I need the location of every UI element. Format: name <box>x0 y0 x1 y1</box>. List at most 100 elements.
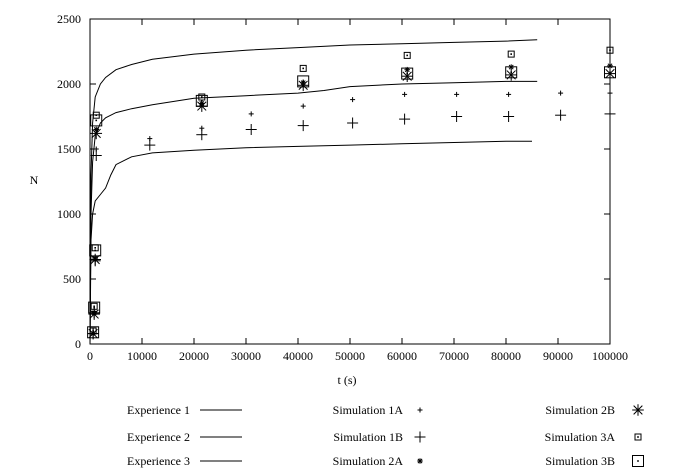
data-point <box>401 67 414 80</box>
series-line-experience-2 <box>89 80 538 345</box>
data-point <box>89 244 102 257</box>
legend-marker-sample <box>414 431 426 443</box>
series-experience-3 <box>89 140 532 345</box>
series-simulation-2b <box>87 67 616 340</box>
data-point <box>558 90 564 96</box>
data-point <box>606 46 614 54</box>
x-tick-label: 80000 <box>491 349 521 363</box>
data-point <box>604 108 616 120</box>
x-tick-label: 50000 <box>335 349 365 363</box>
data-point <box>347 117 359 129</box>
series-experience-2 <box>89 80 538 345</box>
legend-label: Simulation 2B <box>545 403 615 417</box>
legend-label: Simulation 1A <box>333 403 404 417</box>
series-simulation-1a <box>90 90 613 337</box>
data-point <box>90 302 98 310</box>
y-tick-label: 2500 <box>57 12 81 26</box>
legend-item-simulation-1b: Simulation 1B <box>333 430 426 444</box>
legend-label: Simulation 1B <box>333 430 403 444</box>
legend-marker-sample <box>417 407 423 413</box>
x-axis: 0 10000 20000 30000 40000 50000 60000 70000 8000… <box>87 19 628 363</box>
data-point <box>88 308 100 320</box>
data-point <box>248 111 254 117</box>
data-point <box>198 93 206 101</box>
y-tick-label: 2000 <box>57 77 81 91</box>
data-point <box>451 111 463 122</box>
legend-label: Simulation 2A <box>333 454 404 468</box>
data-point <box>607 63 613 69</box>
series-simulation-3b <box>87 66 616 339</box>
data-point <box>401 70 413 82</box>
legend: Experience 1 Experience 2 Experience 3 Simu… <box>127 403 644 468</box>
x-axis-label: t (s) <box>338 373 357 387</box>
data-point <box>555 109 567 121</box>
legend-marker-sample <box>417 458 423 464</box>
legend-marker-sample <box>634 433 642 441</box>
x-tick-label: 30000 <box>231 349 261 363</box>
y-tick-label: 1000 <box>57 207 81 221</box>
series-line-experience-1 <box>89 39 538 345</box>
plot-frame <box>89 18 611 345</box>
series-simulation-2a <box>90 63 613 337</box>
legend-label: Experience 1 <box>127 403 190 417</box>
plot-border <box>89 18 611 345</box>
series-simulation-1b <box>87 108 616 340</box>
data-point <box>297 75 310 88</box>
legend-marker-sample <box>632 404 644 416</box>
x-tick-label: 60000 <box>387 349 417 363</box>
x-tick-label: 0 <box>87 349 93 363</box>
data-point <box>299 64 307 72</box>
data-point <box>604 66 616 79</box>
y-tick-label: 500 <box>63 272 81 286</box>
legend-marker-sample <box>632 455 644 467</box>
data-point <box>607 90 613 96</box>
data-point <box>300 103 306 109</box>
data-point <box>144 139 156 151</box>
data-point <box>88 301 101 314</box>
data-point <box>454 91 460 97</box>
data-point <box>403 51 411 59</box>
legend-label: Experience 2 <box>127 430 190 444</box>
data-point <box>89 327 97 335</box>
legend-item-experience-1: Experience 1 <box>127 403 242 417</box>
legend-label: Simulation 3A <box>545 430 616 444</box>
data-point <box>507 50 515 58</box>
data-point <box>503 111 515 122</box>
legend-item-simulation-3a: Simulation 3A <box>545 430 642 444</box>
legend-item-simulation-1a: Simulation 1A <box>333 403 423 417</box>
y-axis-label: N <box>30 173 39 187</box>
legend-label: Experience 3 <box>127 454 190 468</box>
data-point <box>195 94 208 107</box>
legend-item-experience-2: Experience 2 <box>127 430 242 444</box>
legend-item-simulation-2b: Simulation 2B <box>545 403 644 417</box>
data-point <box>350 97 356 103</box>
data-point <box>297 120 309 132</box>
series-experience-1 <box>89 39 538 345</box>
data-point <box>506 91 512 97</box>
data-point <box>90 114 103 127</box>
series-line-experience-3 <box>89 140 532 345</box>
y-tick-label: 0 <box>75 337 81 351</box>
data-point <box>505 66 518 79</box>
x-tick-label: 20000 <box>179 349 209 363</box>
legend-item-simulation-2a: Simulation 2A <box>333 454 423 468</box>
data-point <box>196 129 208 141</box>
data-point <box>399 113 411 125</box>
x-tick-label: 10000 <box>127 349 157 363</box>
legend-item-experience-3: Experience 3 <box>127 454 242 468</box>
data-point <box>90 150 102 161</box>
x-tick-label: 70000 <box>439 349 469 363</box>
data-point <box>505 69 517 81</box>
series-simulation-3a <box>89 46 614 335</box>
series-layer <box>87 39 616 345</box>
data-point <box>90 127 103 140</box>
x-tick-label: 100000 <box>592 349 628 363</box>
data-point <box>402 91 408 97</box>
data-point <box>245 124 257 135</box>
x-tick-label: 90000 <box>543 349 573 363</box>
data-point <box>87 326 100 339</box>
x-tick-label: 40000 <box>283 349 313 363</box>
legend-label: Simulation 3B <box>545 454 615 468</box>
y-axis: 0 500 1000 1500 2000 2500 <box>57 12 610 351</box>
